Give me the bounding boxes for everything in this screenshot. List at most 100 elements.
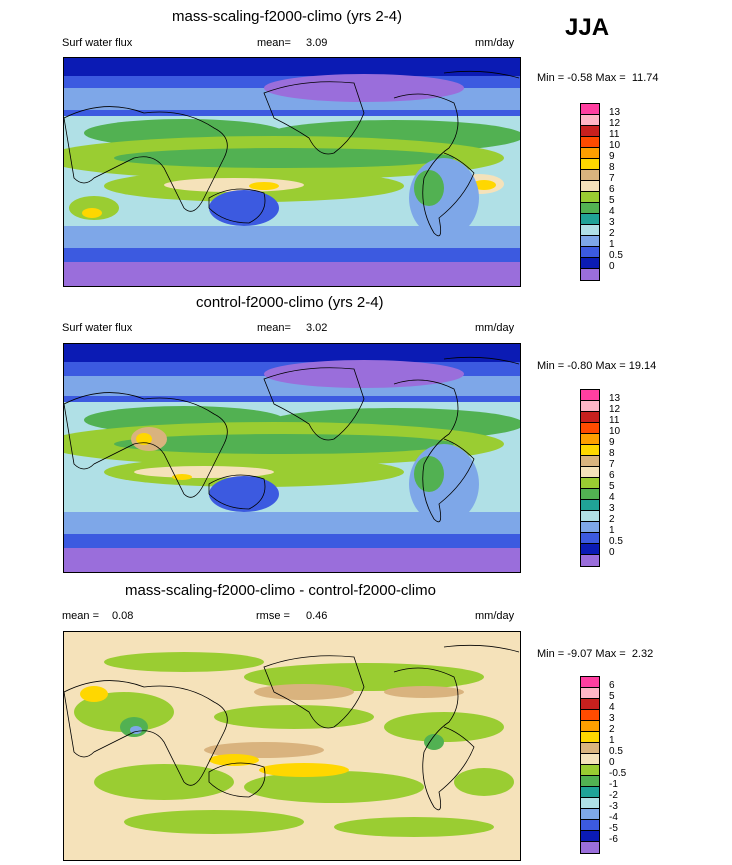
colorbar-swatch bbox=[581, 115, 599, 126]
colorbar-tick-label: -1 bbox=[609, 779, 618, 790]
colorbar-tick-label: -0.5 bbox=[609, 768, 627, 779]
colorbar-tick-label: 0 bbox=[609, 757, 615, 768]
colorbar-swatch bbox=[581, 776, 599, 787]
colorbar-swatch bbox=[581, 434, 599, 445]
colorbar-swatch bbox=[581, 820, 599, 831]
panel3-rmse-label: rmse = bbox=[256, 610, 290, 622]
colorbar-swatch bbox=[581, 478, 599, 489]
colorbar-swatch bbox=[581, 809, 599, 820]
colorbar-swatch bbox=[581, 489, 599, 500]
panel2-variable-label: Surf water flux bbox=[62, 322, 133, 334]
panel1-mean-label: mean= bbox=[257, 37, 291, 49]
colorbar-tick-label: -6 bbox=[609, 834, 618, 845]
colorbar-swatch bbox=[581, 721, 599, 732]
colorbar-tick-label: 2 bbox=[609, 228, 615, 239]
colorbar-swatch bbox=[581, 754, 599, 765]
colorbar-tick-label: 1 bbox=[609, 525, 615, 536]
panel3-min-max: Min = -9.07 Max = 2.32 bbox=[537, 648, 654, 660]
colorbar-swatch bbox=[581, 842, 599, 853]
colorbar-swatch bbox=[581, 445, 599, 456]
colorbar-tick-label: 6 bbox=[609, 184, 615, 195]
panel3-title: mass-scaling-f2000-climo - control-f2000… bbox=[125, 582, 436, 599]
colorbar-tick-label: 0.5 bbox=[609, 250, 623, 261]
panel1-colorbar bbox=[580, 103, 600, 281]
colorbar-swatch bbox=[581, 467, 599, 478]
panel1-min-max: Min = -0.58 Max = 11.74 bbox=[537, 72, 659, 84]
colorbar-swatch bbox=[581, 743, 599, 754]
colorbar-tick-label: 6 bbox=[609, 470, 615, 481]
colorbar-tick-label: 10 bbox=[609, 426, 621, 437]
colorbar-tick-label: 6 bbox=[609, 680, 615, 691]
colorbar-tick-label: 8 bbox=[609, 162, 615, 173]
season-label: JJA bbox=[565, 14, 610, 41]
panel1-variable-label: Surf water flux bbox=[62, 37, 133, 49]
colorbar-swatch bbox=[581, 677, 599, 688]
colorbar-tick-label: 0.5 bbox=[609, 536, 623, 547]
panel2-map bbox=[63, 343, 521, 573]
panel2-mean-value: 3.02 bbox=[306, 322, 328, 334]
colorbar-swatch bbox=[581, 258, 599, 269]
panel3-units: mm/day bbox=[475, 610, 515, 622]
colorbar-swatch bbox=[581, 126, 599, 137]
colorbar-swatch bbox=[581, 732, 599, 743]
colorbar-tick-label: 2 bbox=[609, 514, 615, 525]
colorbar-swatch bbox=[581, 831, 599, 842]
panel2-min-max: Min = -0.80 Max = 19.14 bbox=[537, 360, 657, 372]
colorbar-tick-label: 0.5 bbox=[609, 746, 623, 757]
colorbar-swatch bbox=[581, 401, 599, 412]
colorbar-swatch bbox=[581, 203, 599, 214]
panel1-units: mm/day bbox=[475, 37, 515, 49]
colorbar-tick-label: -3 bbox=[609, 801, 618, 812]
colorbar-tick-label: 0 bbox=[609, 261, 615, 272]
colorbar-swatch bbox=[581, 798, 599, 809]
colorbar-tick-label: 5 bbox=[609, 481, 615, 492]
panel3-map bbox=[63, 631, 521, 861]
panel1-map bbox=[63, 57, 521, 287]
colorbar-tick-label: 12 bbox=[609, 118, 621, 129]
panel1-mean-value: 3.09 bbox=[306, 37, 328, 49]
colorbar-tick-label: 12 bbox=[609, 404, 621, 415]
colorbar-tick-label: -5 bbox=[609, 823, 618, 834]
colorbar-tick-label: 10 bbox=[609, 140, 621, 151]
colorbar-swatch bbox=[581, 555, 599, 566]
colorbar-swatch bbox=[581, 699, 599, 710]
colorbar-tick-label: 3 bbox=[609, 503, 615, 514]
colorbar-tick-label: 1 bbox=[609, 239, 615, 250]
colorbar-swatch bbox=[581, 456, 599, 467]
colorbar-swatch bbox=[581, 765, 599, 776]
colorbar-tick-label: 11 bbox=[609, 129, 620, 140]
colorbar-swatch bbox=[581, 236, 599, 247]
panel3-mean-label: mean = bbox=[62, 610, 99, 622]
colorbar-swatch bbox=[581, 544, 599, 555]
colorbar-swatch bbox=[581, 390, 599, 401]
panel1-title: mass-scaling-f2000-climo (yrs 2-4) bbox=[172, 8, 403, 25]
colorbar-tick-label: 13 bbox=[609, 107, 621, 118]
colorbar-tick-label: 13 bbox=[609, 393, 621, 404]
colorbar-swatch bbox=[581, 170, 599, 181]
colorbar-swatch bbox=[581, 247, 599, 258]
colorbar-swatch bbox=[581, 181, 599, 192]
colorbar-tick-label: -2 bbox=[609, 790, 618, 801]
colorbar-tick-label: 4 bbox=[609, 492, 615, 503]
colorbar-swatch bbox=[581, 787, 599, 798]
colorbar-tick-label: 4 bbox=[609, 702, 615, 713]
colorbar-swatch bbox=[581, 710, 599, 721]
colorbar-swatch bbox=[581, 192, 599, 203]
panel2-units: mm/day bbox=[475, 322, 515, 334]
panel3-mean-value: 0.08 bbox=[112, 610, 134, 622]
colorbar-swatch bbox=[581, 688, 599, 699]
colorbar-tick-label: 9 bbox=[609, 437, 615, 448]
colorbar-swatch bbox=[581, 269, 599, 280]
panel2-colorbar bbox=[580, 389, 600, 567]
panel2-mean-label: mean= bbox=[257, 322, 291, 334]
colorbar-tick-label: 1 bbox=[609, 735, 615, 746]
colorbar-swatch bbox=[581, 423, 599, 434]
colorbar-tick-label: -4 bbox=[609, 812, 618, 823]
colorbar-swatch bbox=[581, 511, 599, 522]
panel2-title: control-f2000-climo (yrs 2-4) bbox=[196, 294, 384, 311]
colorbar-swatch bbox=[581, 104, 599, 115]
colorbar-swatch bbox=[581, 522, 599, 533]
colorbar-tick-label: 0 bbox=[609, 547, 615, 558]
panel3-colorbar bbox=[580, 676, 600, 854]
colorbar-tick-label: 5 bbox=[609, 195, 615, 206]
